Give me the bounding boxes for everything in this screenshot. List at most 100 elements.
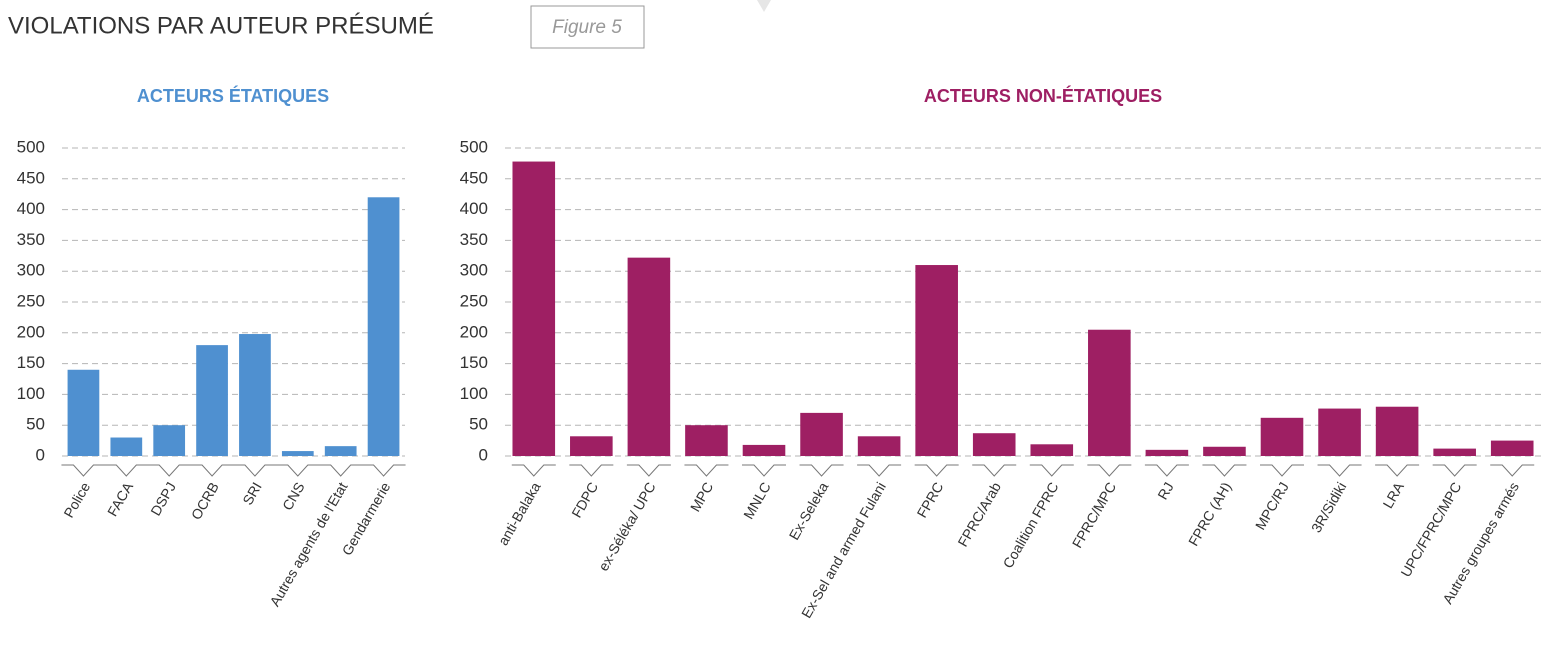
x-tick-label: 3R/Sidiki [1308, 479, 1349, 535]
y-tick-label: 450 [17, 168, 45, 187]
category-tick [1029, 464, 1074, 477]
category-tick [1260, 464, 1304, 477]
y-tick-label: 200 [460, 322, 488, 341]
y-tick-label: 150 [17, 353, 45, 372]
category-tick [190, 464, 235, 477]
bar [324, 446, 357, 456]
category-tick [569, 464, 614, 477]
y-tick-label: 100 [17, 384, 45, 403]
x-tick-label: MNLC [740, 479, 774, 521]
bar [685, 425, 728, 456]
category-tick [147, 464, 192, 477]
bar [67, 369, 100, 456]
y-tick-label: 300 [17, 261, 45, 280]
bar [1318, 408, 1361, 456]
bar [1030, 444, 1074, 456]
y-tick-label: 500 [460, 137, 488, 156]
bar [1145, 449, 1189, 456]
bar [239, 334, 271, 456]
category-tick [275, 464, 320, 477]
y-tick-label: 450 [460, 168, 488, 187]
bar [281, 451, 314, 456]
category-tick [914, 464, 959, 477]
bar [800, 412, 843, 456]
y-tick-label: 400 [460, 199, 488, 218]
category-tick [684, 464, 729, 477]
x-tick-label: FPRC [914, 479, 947, 520]
pointer [757, 0, 771, 12]
x-tick-label: FPRC/MPC [1069, 479, 1119, 550]
figure-box [530, 5, 645, 49]
x-tick-label: FPRC/Arab [954, 479, 1004, 549]
bar [742, 444, 786, 456]
y-tick-label: 350 [17, 230, 45, 249]
category-tick [1317, 464, 1362, 477]
bar [570, 436, 613, 456]
y-tick-label: 150 [460, 353, 488, 372]
category-tick [626, 464, 671, 477]
bar [1433, 448, 1476, 456]
x-tick-label: CNS [279, 479, 308, 513]
x-tick-label: Ex-Seleka [786, 479, 832, 542]
category-tick [1375, 464, 1420, 477]
bar [1203, 446, 1246, 456]
category-tick [972, 464, 1017, 477]
category-tick [61, 464, 106, 477]
y-tick-label: 400 [17, 199, 45, 218]
page-title: VIOLATIONS PAR AUTEUR PRÉSUMÉ [8, 12, 434, 39]
y-tick-label: 200 [17, 322, 45, 341]
y-tick-label: 250 [460, 291, 488, 310]
category-tick [1144, 464, 1189, 477]
x-tick-label: FPRC (AH) [1185, 479, 1234, 548]
x-tick-label: DSPJ [147, 479, 179, 518]
y-tick-label: 0 [479, 445, 488, 464]
x-tick-label: SRI [239, 479, 265, 507]
x-tick-label: LRA [1379, 479, 1407, 511]
x-tick-label: Police [60, 479, 93, 520]
category-tick [742, 464, 786, 477]
x-tick-label: MPC/RJ [1252, 479, 1292, 532]
category-tick [232, 464, 277, 477]
category-tick [1490, 464, 1535, 477]
category-tick [318, 464, 363, 477]
category-tick [361, 464, 406, 477]
bar [1490, 440, 1534, 456]
y-tick-label: 50 [469, 415, 488, 434]
category-tick [857, 464, 902, 477]
bar [153, 425, 186, 456]
chart-title: ACTEURS ÉTATIQUES [137, 85, 329, 106]
x-tick-label: Autres agents de l'Etat [266, 479, 350, 609]
y-tick-label: 100 [460, 384, 488, 403]
x-tick-label: FACA [104, 479, 136, 519]
category-tick [511, 464, 556, 477]
y-tick-label: 300 [460, 261, 488, 280]
y-tick-label: 50 [26, 415, 45, 434]
bar [857, 436, 901, 456]
y-tick-label: 500 [17, 137, 45, 156]
x-tick-label: RJ [1154, 479, 1176, 502]
category-tick [104, 464, 149, 477]
bar [196, 345, 228, 456]
bar [972, 433, 1016, 456]
bar [627, 257, 671, 456]
y-tick-label: 0 [36, 445, 45, 464]
x-tick-label: FDPC [568, 479, 601, 520]
bar [1260, 417, 1304, 456]
category-tick [1432, 464, 1477, 477]
category-tick [1087, 464, 1132, 477]
x-tick-label: UPC/FPRC/MPC [1397, 479, 1464, 579]
bar [1088, 329, 1131, 456]
x-tick-label: ex-Séléka/ UPC [595, 479, 659, 573]
y-tick-label: 250 [17, 291, 45, 310]
y-tick-label: 350 [460, 230, 488, 249]
category-tick [1202, 464, 1247, 477]
bar [512, 161, 556, 456]
x-tick-label: MPC [687, 479, 716, 514]
x-tick-label: anti-Balaka [495, 479, 544, 548]
bar [915, 265, 958, 456]
x-tick-label: Coalition FPRC [999, 479, 1061, 571]
bar [367, 197, 400, 456]
bar [110, 437, 143, 456]
bar [1375, 406, 1419, 456]
